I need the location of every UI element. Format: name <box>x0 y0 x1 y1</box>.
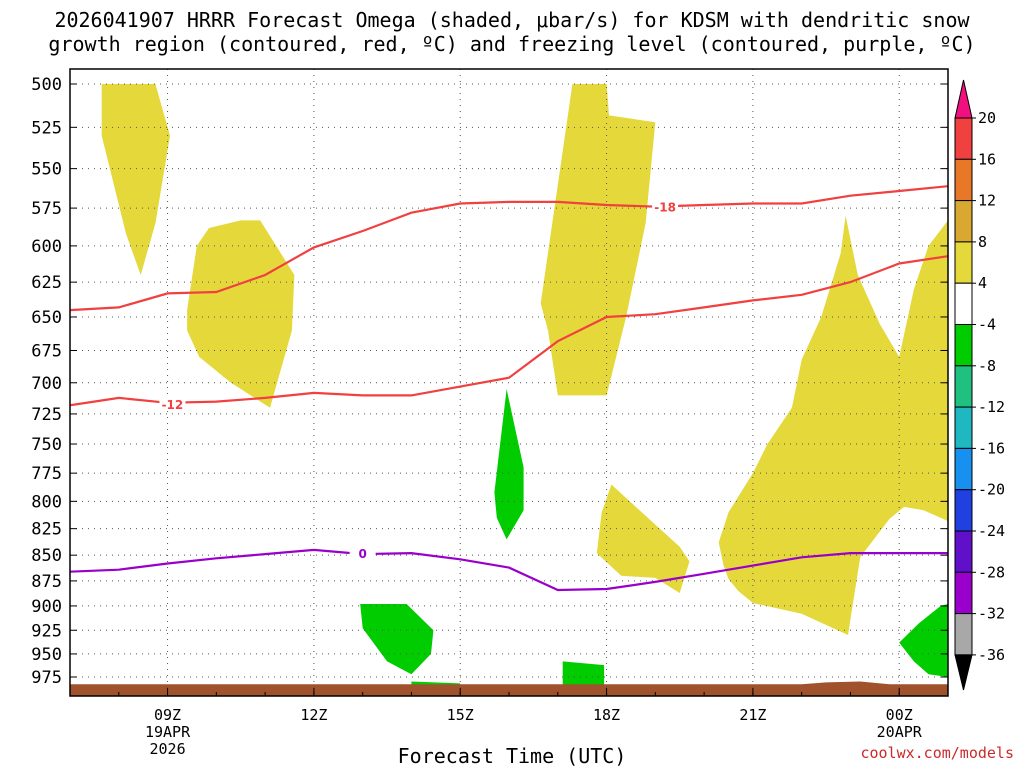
omega-region-4 <box>718 215 948 636</box>
colorbar-segment-10 <box>954 489 973 532</box>
omega-region-6 <box>360 604 434 675</box>
y-tick-label-650: 650 <box>31 308 62 328</box>
colorbar-segment-13 <box>954 613 973 656</box>
chart-title-line-1: 2026041907 HRRR Forecast Omega (shaded, … <box>54 8 970 32</box>
omega-region-1 <box>187 220 295 408</box>
contour-label-bg-2 <box>349 545 376 561</box>
contour-line-0 <box>70 255 948 407</box>
colorbar-segment-5 <box>954 282 973 326</box>
y-tick-label-500: 500 <box>31 75 62 95</box>
y-tick-label-825: 825 <box>31 520 62 540</box>
contour-line-2 <box>70 548 948 592</box>
x-tick-label-9-1: 19APR <box>145 723 191 741</box>
colorbar: 20 16 12 8 4 -4 -8 -12 -16 -20 -24 -28 -32 -36 <box>954 79 1005 691</box>
y-tick-label-575: 575 <box>31 199 62 219</box>
contour-label-bg-0 <box>159 396 186 412</box>
colorbar-label-4: 4 <box>978 274 987 292</box>
contour-layer: -12 -18 0 <box>70 185 948 592</box>
y-tick-label-925: 925 <box>31 621 62 641</box>
y-tick-label-600: 600 <box>31 237 62 257</box>
colorbar-label-12: -32 <box>978 605 1005 623</box>
colorbar-segment-9 <box>954 447 973 491</box>
colorbar-segment-2 <box>954 158 973 202</box>
y-tick-label-675: 675 <box>31 341 62 361</box>
colorbar-label-11: -28 <box>978 563 1005 581</box>
colorbar-label-0: 20 <box>978 109 996 127</box>
colorbar-label-6: -8 <box>978 357 996 375</box>
y-tick-label-700: 700 <box>31 374 62 394</box>
omega-region-9 <box>899 604 948 677</box>
y-tick-label-975: 975 <box>31 668 62 688</box>
colorbar-segment-7 <box>954 365 973 408</box>
colorbar-segment-4 <box>954 241 973 284</box>
colorbar-segment-3 <box>954 200 973 243</box>
colorbar-bottom-arrow <box>954 654 973 691</box>
x-tick-label-24-1: 20APR <box>877 723 923 741</box>
chart-title-line-2: growth region (contoured, red, ºC) and f… <box>48 32 976 56</box>
grid-layer <box>70 69 948 696</box>
x-tick-label-21-0: 21Z <box>739 706 766 724</box>
x-tick-label-24-0: 00Z <box>886 706 913 724</box>
y-tick-label-875: 875 <box>31 572 62 592</box>
y-tick-label-525: 525 <box>31 118 62 138</box>
y-tick-label-725: 725 <box>31 405 62 425</box>
colorbar-segment-1 <box>954 117 973 160</box>
x-tick-label-9-0: 09Z <box>154 706 181 724</box>
colorbar-label-3: 8 <box>978 233 987 251</box>
colorbar-segment-11 <box>954 530 973 573</box>
contour-label-bg-1 <box>652 198 679 214</box>
y-axis: 500 525 550 575 600 625 650 675 700 725 750 775 800 8… <box>31 75 948 688</box>
contour-line-1 <box>70 185 948 312</box>
y-tick-label-625: 625 <box>31 273 62 293</box>
omega-region-2 <box>540 84 656 396</box>
x-axis-title: Forecast Time (UTC) <box>397 744 627 768</box>
omega-region-0 <box>101 84 170 275</box>
omega-region-7 <box>562 661 605 691</box>
y-tick-label-950: 950 <box>31 645 62 665</box>
x-tick-label-12-0: 12Z <box>300 706 327 724</box>
omega-shading-layer <box>101 84 948 691</box>
y-tick-label-900: 900 <box>31 597 62 617</box>
x-tick-label-18-0: 18Z <box>593 706 620 724</box>
ground-surface <box>70 681 948 696</box>
credit-text: coolwx.com/models <box>860 744 1014 762</box>
colorbar-segment-12 <box>954 571 973 615</box>
x-tick-label-9-2: 2026 <box>149 740 185 758</box>
contour-label-1: -18 <box>654 201 676 215</box>
colorbar-label-8: -16 <box>978 439 1005 457</box>
colorbar-label-5: -4 <box>978 316 996 334</box>
colorbar-label-1: 16 <box>978 150 996 168</box>
colorbar-label-7: -12 <box>978 398 1005 416</box>
y-tick-label-775: 775 <box>31 464 62 484</box>
y-tick-label-550: 550 <box>31 160 62 180</box>
colorbar-segment-6 <box>954 324 973 367</box>
contour-label-0: -12 <box>162 398 184 412</box>
contour-label-2: 0 <box>358 547 366 561</box>
x-tick-label-15-0: 15Z <box>447 706 474 724</box>
ground-layer <box>70 681 948 696</box>
colorbar-label-10: -24 <box>978 522 1005 540</box>
omega-region-5 <box>494 389 524 540</box>
omega-region-3 <box>596 484 690 593</box>
y-tick-label-800: 800 <box>31 492 62 512</box>
colorbar-label-13: -36 <box>978 646 1005 664</box>
colorbar-segment-8 <box>954 406 973 449</box>
colorbar-label-2: 12 <box>978 192 996 210</box>
y-tick-label-850: 850 <box>31 546 62 566</box>
y-tick-label-750: 750 <box>31 435 62 455</box>
colorbar-label-9: -20 <box>978 481 1005 499</box>
colorbar-top-arrow <box>954 79 973 119</box>
